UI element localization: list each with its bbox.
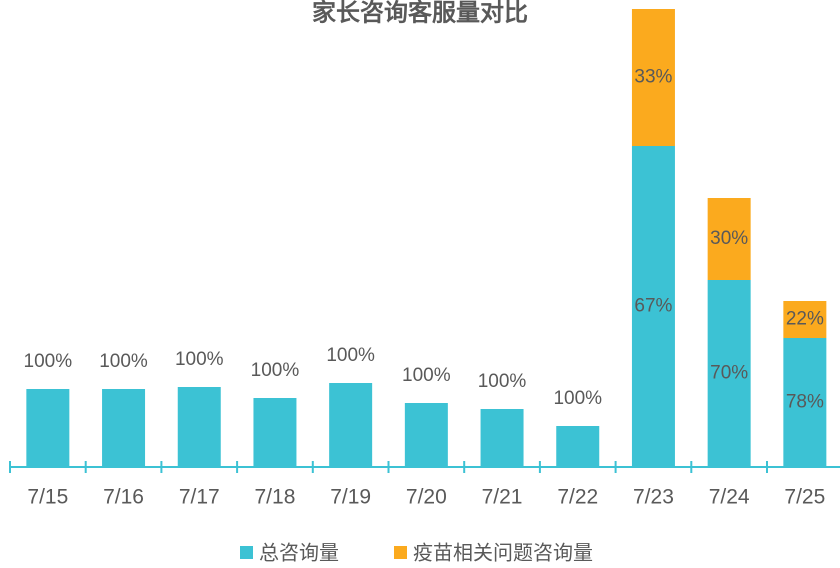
bar-segment — [404, 403, 448, 467]
x-tick-label: 7/17 — [179, 486, 220, 509]
legend-label: 疫苗相关问题咨询量 — [413, 541, 593, 564]
data-label: 100% — [99, 351, 148, 372]
bar-segment — [631, 9, 675, 146]
bar-segment — [783, 338, 827, 467]
bar-segment — [102, 389, 146, 467]
bar-segment — [480, 409, 524, 467]
legend-label: 总咨询量 — [259, 541, 339, 564]
x-tick-label: 7/21 — [482, 486, 523, 509]
data-label: 100% — [251, 360, 300, 381]
x-tick-label: 7/15 — [27, 486, 68, 509]
data-label: 100% — [175, 349, 224, 370]
bar-segment — [631, 146, 675, 467]
x-tick-label: 7/23 — [633, 486, 674, 509]
x-tick-label: 7/25 — [784, 486, 825, 509]
bar-segment — [783, 301, 827, 338]
data-label: 22% — [786, 309, 824, 330]
data-label: 67% — [634, 296, 672, 317]
legend-swatch — [394, 546, 407, 559]
bar-segment — [329, 383, 373, 467]
data-label: 33% — [634, 67, 672, 88]
x-tick-label: 7/19 — [330, 486, 371, 509]
chart-title: 家长咨询客服量对比 — [312, 0, 528, 26]
bar-segment — [707, 198, 751, 280]
x-tick-label: 7/16 — [103, 486, 144, 509]
data-label: 100% — [402, 365, 451, 386]
x-tick-label: 7/18 — [255, 486, 296, 509]
data-label: 100% — [478, 371, 527, 392]
data-label: 100% — [326, 345, 375, 366]
data-label: 100% — [24, 351, 73, 372]
data-label: 78% — [786, 392, 824, 413]
x-tick-label: 7/20 — [406, 486, 447, 509]
bar-segment — [707, 280, 751, 467]
bar-segment — [26, 389, 70, 467]
data-label: 70% — [710, 363, 748, 384]
legend-swatch — [240, 546, 253, 559]
data-label: 100% — [553, 388, 602, 409]
x-tick-label: 7/24 — [709, 486, 750, 509]
data-label: 30% — [710, 228, 748, 249]
bar-segment — [556, 426, 600, 467]
x-tick-label: 7/22 — [557, 486, 598, 509]
bar-segment — [177, 387, 221, 467]
bar-segment — [253, 398, 297, 467]
